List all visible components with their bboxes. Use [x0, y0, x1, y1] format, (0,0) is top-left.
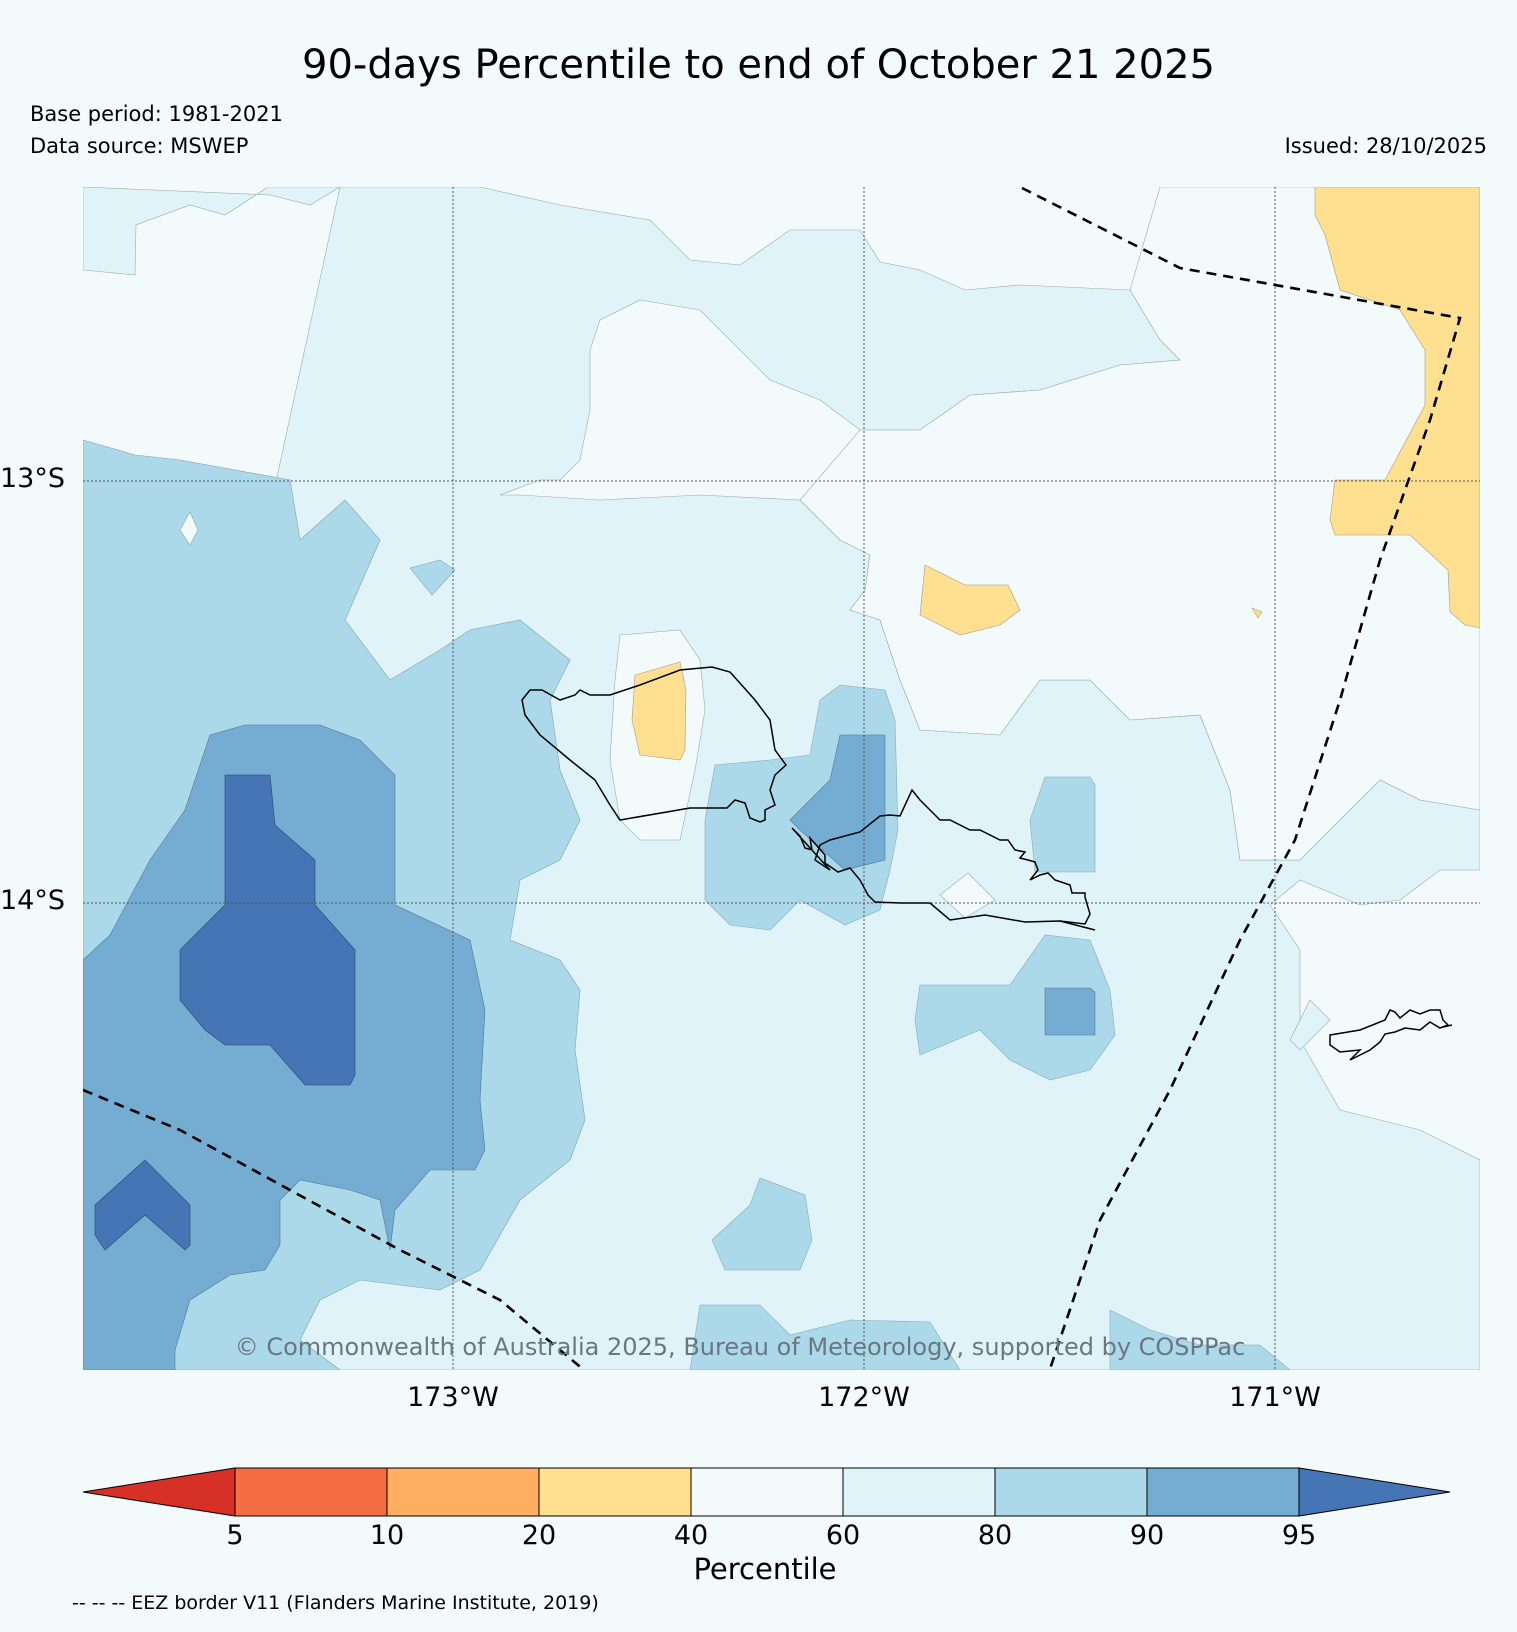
copyright-text: © Commonwealth of Australia 2025, Bureau… [235, 1333, 1246, 1361]
colorbar-tick-20: 20 [521, 1520, 557, 1551]
colorbar-tick-10: 10 [369, 1520, 405, 1551]
contour-95-plus [94, 774, 356, 1251]
colorbar-tick-60: 60 [825, 1520, 861, 1551]
colorbar-tick-90: 90 [1129, 1520, 1165, 1551]
eez-border [83, 187, 1462, 1370]
contour-40-60-hole [179, 511, 199, 546]
base-period: Base period: 1981-2021 [30, 102, 283, 126]
map-title: 90-days Percentile to end of October 21 … [302, 42, 1215, 88]
lon-label-172w: 172°W [818, 1382, 910, 1413]
lon-label-173w: 173°W [407, 1382, 499, 1413]
contour-20-40-upolu [631, 661, 687, 761]
colorbar-tick-40: 40 [673, 1520, 709, 1551]
data-source: Data source: MSWEP [30, 134, 249, 158]
colorbar-tick-95: 95 [1281, 1520, 1317, 1551]
samoa-upolu-island [521, 666, 788, 823]
lat-label-14s: 14°S [0, 885, 65, 916]
issued-date: Issued: 28/10/2025 [1284, 134, 1487, 158]
colorbar-tick-5: 5 [226, 1520, 244, 1551]
samoa-tutuila-island [791, 788, 1091, 925]
eez-footnote: -- -- -- EEZ border V11 (Flanders Marine… [72, 1592, 599, 1614]
contour-layer [83, 187, 1480, 1370]
lon-label-171w: 171°W [1229, 1382, 1321, 1413]
colorbar-tick-80: 80 [977, 1520, 1013, 1551]
graticule [83, 187, 1480, 1370]
colorbar-label: Percentile [693, 1552, 837, 1586]
lat-label-13s: 13°S [0, 463, 65, 494]
contour-20-40-ne [1314, 187, 1480, 629]
